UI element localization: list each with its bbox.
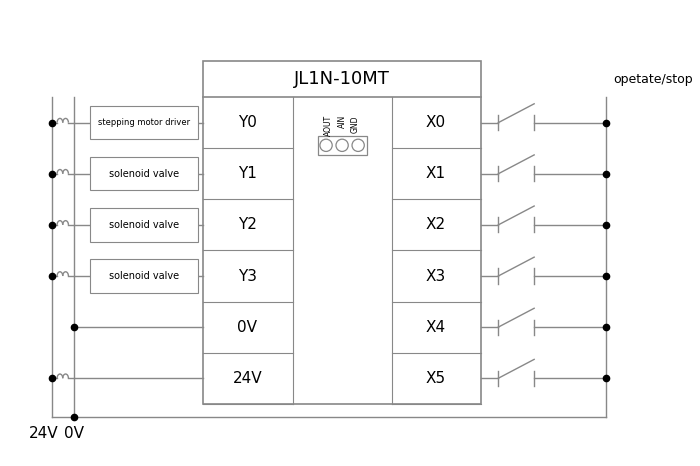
Text: X4: X4: [426, 320, 446, 335]
Text: 24V: 24V: [29, 426, 58, 441]
Text: AIN: AIN: [337, 115, 346, 128]
Text: X2: X2: [426, 218, 446, 233]
Text: X5: X5: [426, 371, 446, 386]
Bar: [318, 136, 367, 155]
Text: stepping motor driver: stepping motor driver: [98, 118, 190, 127]
Text: X1: X1: [426, 166, 446, 181]
Bar: [90, 260, 198, 293]
Text: solenoid valve: solenoid valve: [109, 271, 179, 281]
Bar: [90, 106, 198, 139]
Text: Y2: Y2: [238, 218, 257, 233]
Text: Y3: Y3: [238, 268, 257, 283]
Bar: [90, 157, 198, 191]
Text: X0: X0: [426, 115, 446, 130]
Text: Y0: Y0: [238, 115, 257, 130]
Text: 24V: 24V: [232, 371, 262, 386]
Text: JL1N-10MT: JL1N-10MT: [294, 70, 390, 88]
Text: AOUT: AOUT: [324, 115, 333, 136]
Text: Y1: Y1: [238, 166, 257, 181]
Circle shape: [320, 139, 332, 151]
Circle shape: [336, 139, 348, 151]
Text: GND: GND: [351, 115, 360, 133]
Text: 0V: 0V: [64, 426, 83, 441]
Text: opetate/stop: opetate/stop: [613, 73, 693, 86]
Circle shape: [352, 139, 364, 151]
Bar: [203, 61, 482, 404]
Text: solenoid valve: solenoid valve: [109, 220, 179, 230]
Text: 0V: 0V: [237, 320, 258, 335]
Bar: [90, 208, 198, 241]
Text: X3: X3: [426, 268, 446, 283]
Text: solenoid valve: solenoid valve: [109, 169, 179, 179]
